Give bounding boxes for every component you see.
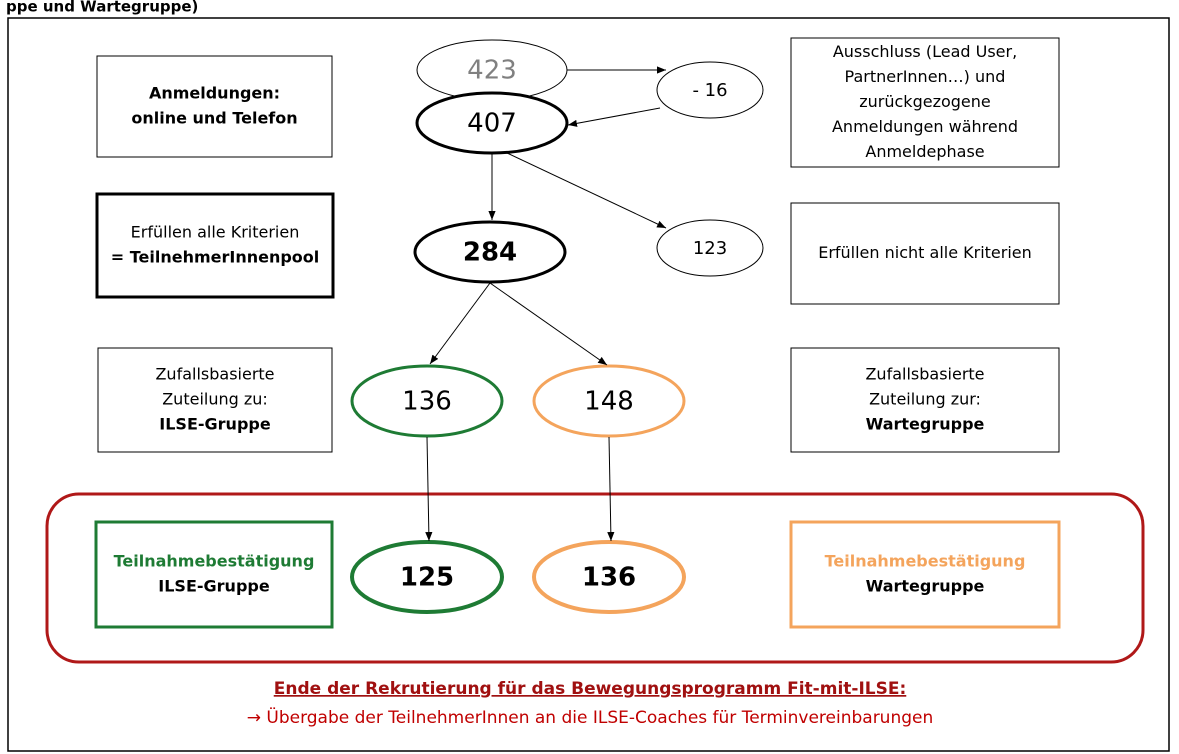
box-text: ILSE-Gruppe [158,577,270,596]
ellipse-label: 136 [402,387,452,417]
box-text: Anmeldungen: [149,84,280,103]
final-group [45,492,1145,664]
box-text: Teilnahmebestätigung [825,552,1026,571]
box [790,347,1060,453]
box-text: Zufallsbasierte [865,365,984,384]
box [790,37,1060,168]
ellipse-node [350,540,504,614]
box-text: Zufallsbasierte [155,365,274,384]
box [790,202,1060,305]
box [789,520,1061,629]
ellipse-label: 136 [582,563,636,593]
header: ppe und Wartegruppe) [6,0,198,16]
ellipse-node [350,364,504,438]
ellipse-label: 407 [467,109,517,139]
ellipse-label: - 16 [692,80,727,101]
box-text: Erfüllen nicht alle Kriterien [818,243,1032,262]
arrows [425,66,667,542]
box-text: Zuteilung zu: [162,390,268,409]
ellipse-node [656,61,764,119]
footer-title: Ende der Rekrutierung für das Bewegungsp… [274,679,907,699]
box-text: Anmeldungen während [832,117,1018,136]
box-text: Ausschluss (Lead User, [833,42,1017,61]
arrow [504,151,667,229]
box-text: Wartegruppe [866,415,985,434]
box-text: Wartegruppe [866,577,985,596]
ellipse-label: 148 [584,387,634,417]
box-text: PartnerInnen…) und [845,67,1006,86]
box-text: Teilnahmebestätigung [114,552,315,571]
box-text: Zuteilung zur: [869,390,981,409]
ellipse-node [656,219,764,277]
ellipse-node [413,220,567,284]
ellipse-label: 125 [400,563,454,593]
arrow [607,436,615,542]
arrow [567,107,661,127]
box [97,347,333,453]
ellipse-node [532,364,686,438]
box-text: = TeilnehmerInnenpool [111,248,320,267]
arrow [425,436,433,542]
ellipse-label: 284 [463,238,517,268]
arrow [489,282,608,366]
box-text: zurückgezogene [859,92,991,111]
box [95,192,335,299]
box-text: online und Telefon [131,109,297,128]
ellipse-node [532,540,686,614]
ellipse-label: 123 [693,238,727,259]
box [96,55,333,158]
box [94,520,334,629]
footer-text: → Übergabe der TeilnehmerInnen an die IL… [247,706,934,728]
arrow [429,282,491,365]
frame [7,17,1170,752]
box-text: ILSE-Gruppe [159,415,271,434]
box-text: Anmeldephase [865,142,984,161]
box-text: Erfüllen alle Kriterien [131,223,300,242]
ellipse-label: 423 [467,56,517,86]
